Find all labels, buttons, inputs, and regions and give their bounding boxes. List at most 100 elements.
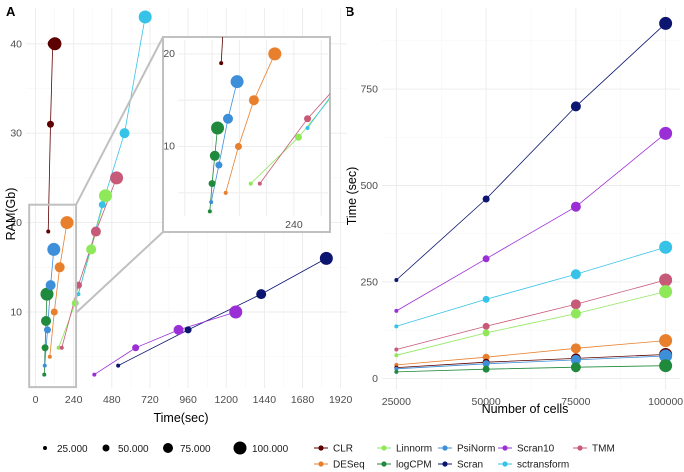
panel-b-line-logcpm xyxy=(396,365,666,373)
panel-b-gridlines xyxy=(382,8,680,390)
panel-a-point-scran10 xyxy=(92,372,97,377)
inset-point-sctransform xyxy=(305,126,310,130)
size-legend-label: 50.000 xyxy=(118,444,149,455)
panel-b-point-linnorm xyxy=(482,329,490,337)
panel-b-point-tmm xyxy=(394,347,399,352)
panel-b-point-logcpm xyxy=(659,359,673,373)
size-legend-key xyxy=(43,446,47,450)
inset-point-logcpm xyxy=(207,209,212,214)
panel-b-point-tmm xyxy=(482,322,490,330)
panel-b-point-sctransform xyxy=(659,240,673,254)
panel-a-y-tick-label: 10 xyxy=(10,307,22,319)
panel-a-line-logcpm xyxy=(43,294,48,375)
panel-a-x-tick-label: 1920 xyxy=(329,394,353,406)
panel-b-y-axis-title: Time (sec) xyxy=(345,167,359,226)
panel-a-point-sctransform xyxy=(138,10,152,24)
panel-a-y-tick-label: 30 xyxy=(10,128,22,140)
panel-b-point-deseq xyxy=(482,353,490,361)
legend-key-dot-clr xyxy=(318,445,324,451)
panel-b-x-tick-label: 75000 xyxy=(561,396,590,408)
panel-b-point-deseq xyxy=(659,334,673,348)
size-legend-label: 25.000 xyxy=(57,444,88,455)
panel-b-x-axis-title: Number of cells xyxy=(482,402,569,416)
panel-b-line-sctransform xyxy=(396,246,666,327)
panel-a-x-tick-label: 0 xyxy=(33,394,39,406)
legend-label-scran: Scran xyxy=(457,460,483,471)
panel-a-x-tick-label: 480 xyxy=(103,394,121,406)
panel-a-point-tmm xyxy=(59,345,64,350)
legend-key-dot-deseq xyxy=(318,461,324,467)
panel-b-point-logcpm xyxy=(394,369,399,374)
panel-a-inset: 10 20 240 xyxy=(28,36,331,389)
zoom-connector-line xyxy=(75,36,164,206)
panel-b-plot-area xyxy=(394,16,673,374)
legend-label-linnorm: Linnorm xyxy=(396,444,432,455)
panel-a-x-tick-label: 720 xyxy=(141,394,159,406)
panel-b-x-tick-label: 25000 xyxy=(382,396,411,408)
panel-b-y-ticks: 0 250 500 750 xyxy=(360,84,378,385)
panel-a-point-scran xyxy=(116,363,121,368)
legend-label-logcpm: logCPM xyxy=(396,460,432,471)
legend-label-scran10: Scran10 xyxy=(517,444,555,455)
legend-key-dot-scran xyxy=(442,461,448,467)
panel-a-point-scran xyxy=(184,326,192,334)
panel-a-point-clr xyxy=(46,120,54,128)
panel-a-point-scran10 xyxy=(132,344,140,352)
legend-key-dot-tmm xyxy=(577,445,583,451)
panel-b-point-scran xyxy=(659,16,673,30)
panel-a-point-deseq xyxy=(54,262,65,273)
inset-line-deseq xyxy=(225,53,276,193)
panel-a-point-psinorm xyxy=(47,242,61,256)
method-legend: CLR DESeq Linnorm logCPM PsiNorm Scran Scran10… xyxy=(314,444,615,471)
panel-b-point-psinorm xyxy=(659,349,673,363)
panel-b-x-tick-label: 50000 xyxy=(472,396,501,408)
panel-b-point-scran xyxy=(570,101,581,112)
panel-b-point-scran10 xyxy=(482,255,490,263)
panel-a-x-tick-label: 1680 xyxy=(291,394,315,406)
panel-a-point-linnorm xyxy=(98,189,112,203)
size-legend-key xyxy=(102,444,110,452)
panel-a-point-deseq xyxy=(50,308,58,316)
size-legend-label: 100.000 xyxy=(252,444,289,455)
inset-point-logcpm xyxy=(208,180,216,188)
panel-a-point-scran10 xyxy=(229,305,243,319)
inset-point-logcpm xyxy=(209,150,220,161)
panel-a-point-clr xyxy=(48,37,62,51)
legend-label-clr: CLR xyxy=(333,444,353,455)
panel-a-point-scran xyxy=(319,251,333,265)
inset-point-psinorm xyxy=(230,75,244,89)
inset-line-logcpm xyxy=(209,127,218,212)
panel-b-point-deseq xyxy=(570,343,581,354)
panel-a-label: A xyxy=(6,4,16,19)
panel-a-point-psinorm xyxy=(45,280,56,291)
panel-a-point-sctransform xyxy=(119,128,130,139)
panel-a-point-sctransform xyxy=(76,292,81,297)
panel-b-line-tmm xyxy=(396,279,666,350)
panel-a-x-tick-label: 960 xyxy=(179,394,197,406)
panel-b-y-tick-label: 500 xyxy=(360,180,378,192)
panel-b-point-linnorm xyxy=(394,353,399,358)
panel-b-line-scran10 xyxy=(396,133,666,312)
inset-point-linnorm xyxy=(294,133,302,141)
inset-point-deseq xyxy=(268,47,282,61)
inset-frame xyxy=(162,36,331,233)
inset-plot-area xyxy=(207,37,330,214)
panel-b-line-deseq xyxy=(396,340,666,366)
panel-a-point-logcpm xyxy=(41,344,49,352)
inset-point-psinorm xyxy=(215,161,223,169)
panel-b-x-ticks: 25000 50000 75000 100000 xyxy=(382,396,684,408)
panel-a-x-axis-title: Time(sec) xyxy=(153,411,208,425)
inset-point-tmm xyxy=(304,115,312,123)
panel-a-line-tmm xyxy=(61,177,117,348)
legend-key-dot-psinorm xyxy=(442,445,448,451)
panel-b-point-psinorm xyxy=(482,360,490,368)
inset-point-deseq xyxy=(248,95,259,106)
inset-point-psinorm xyxy=(223,113,233,124)
panel-a-line-deseq xyxy=(49,222,68,357)
panel-b-point-sctransform xyxy=(482,295,490,303)
panel-a-point-sctransform xyxy=(98,201,106,209)
panel-b-line-scran xyxy=(396,23,666,281)
legend-label-deseq: DESeq xyxy=(333,460,365,471)
panel-b-y-tick-label: 0 xyxy=(372,373,378,385)
